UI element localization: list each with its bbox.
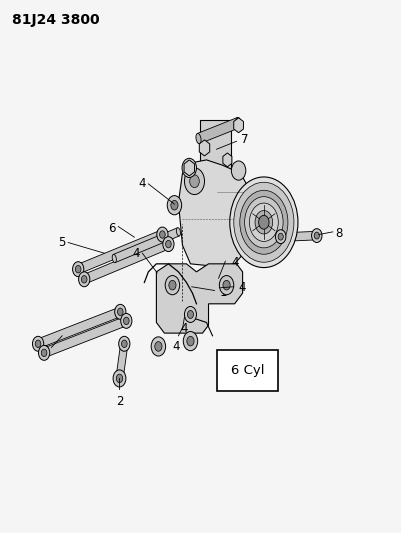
- Ellipse shape: [124, 316, 129, 326]
- Circle shape: [75, 265, 81, 273]
- Circle shape: [163, 237, 174, 252]
- Ellipse shape: [118, 307, 123, 317]
- Circle shape: [35, 340, 41, 348]
- Ellipse shape: [116, 375, 123, 382]
- Circle shape: [219, 276, 234, 295]
- Polygon shape: [37, 307, 122, 349]
- Polygon shape: [234, 118, 243, 133]
- Circle shape: [230, 177, 298, 268]
- Circle shape: [81, 276, 87, 283]
- Circle shape: [259, 215, 269, 229]
- Text: 5: 5: [58, 236, 65, 249]
- Ellipse shape: [160, 230, 165, 239]
- Circle shape: [165, 276, 180, 295]
- Circle shape: [169, 280, 176, 290]
- Ellipse shape: [121, 341, 128, 347]
- Circle shape: [275, 230, 286, 244]
- Circle shape: [240, 190, 288, 254]
- Circle shape: [278, 233, 283, 240]
- Circle shape: [32, 336, 44, 351]
- Circle shape: [231, 161, 246, 180]
- Text: 7: 7: [241, 133, 248, 146]
- Circle shape: [234, 182, 294, 262]
- Circle shape: [73, 262, 84, 277]
- Ellipse shape: [166, 239, 171, 249]
- Text: 4: 4: [181, 322, 188, 335]
- Circle shape: [115, 304, 126, 319]
- Text: 2: 2: [116, 395, 123, 408]
- Circle shape: [155, 342, 162, 351]
- Circle shape: [38, 345, 50, 360]
- Circle shape: [160, 231, 165, 238]
- Polygon shape: [77, 230, 164, 274]
- Text: 8: 8: [335, 227, 342, 240]
- Circle shape: [79, 272, 90, 287]
- Circle shape: [188, 310, 194, 318]
- Ellipse shape: [76, 264, 81, 274]
- Text: 4: 4: [139, 177, 146, 190]
- Circle shape: [121, 313, 132, 328]
- Polygon shape: [199, 140, 210, 156]
- Polygon shape: [178, 160, 255, 266]
- Circle shape: [312, 229, 322, 243]
- Polygon shape: [184, 160, 194, 176]
- FancyBboxPatch shape: [217, 350, 278, 391]
- Ellipse shape: [236, 117, 241, 128]
- Ellipse shape: [112, 254, 116, 263]
- Circle shape: [190, 175, 199, 188]
- Circle shape: [41, 349, 47, 357]
- Polygon shape: [223, 153, 232, 167]
- Circle shape: [182, 158, 196, 177]
- Text: 3: 3: [42, 344, 49, 357]
- Text: 1: 1: [220, 286, 227, 298]
- Circle shape: [245, 197, 283, 248]
- Circle shape: [122, 340, 127, 348]
- Circle shape: [116, 374, 123, 383]
- Ellipse shape: [36, 339, 41, 349]
- Circle shape: [117, 308, 123, 316]
- Text: 4: 4: [173, 340, 180, 353]
- Circle shape: [184, 306, 196, 322]
- Circle shape: [166, 240, 171, 248]
- Polygon shape: [116, 343, 128, 379]
- Polygon shape: [200, 120, 231, 176]
- Polygon shape: [156, 264, 243, 333]
- Polygon shape: [83, 239, 170, 284]
- Circle shape: [151, 337, 166, 356]
- Circle shape: [249, 203, 278, 241]
- Circle shape: [223, 280, 230, 290]
- Polygon shape: [281, 231, 317, 241]
- Circle shape: [113, 370, 126, 387]
- Polygon shape: [197, 117, 240, 144]
- Text: 6: 6: [108, 222, 115, 235]
- Circle shape: [119, 336, 130, 351]
- Text: 6 Cyl: 6 Cyl: [231, 364, 264, 377]
- Text: 4: 4: [238, 281, 246, 294]
- Circle shape: [167, 196, 182, 215]
- Circle shape: [171, 200, 178, 210]
- Circle shape: [183, 332, 198, 351]
- Text: 4: 4: [232, 256, 239, 269]
- Circle shape: [184, 168, 205, 195]
- Circle shape: [157, 227, 168, 242]
- Circle shape: [314, 232, 319, 239]
- Ellipse shape: [82, 274, 87, 284]
- Ellipse shape: [42, 348, 47, 358]
- Polygon shape: [113, 228, 179, 263]
- Ellipse shape: [315, 231, 319, 240]
- Ellipse shape: [279, 233, 283, 241]
- Ellipse shape: [176, 228, 180, 236]
- Ellipse shape: [196, 133, 201, 144]
- Circle shape: [124, 317, 129, 325]
- Circle shape: [255, 211, 273, 234]
- Text: 4: 4: [133, 247, 140, 260]
- Polygon shape: [43, 316, 128, 358]
- Circle shape: [187, 336, 194, 346]
- Text: 81J24 3800: 81J24 3800: [12, 13, 100, 27]
